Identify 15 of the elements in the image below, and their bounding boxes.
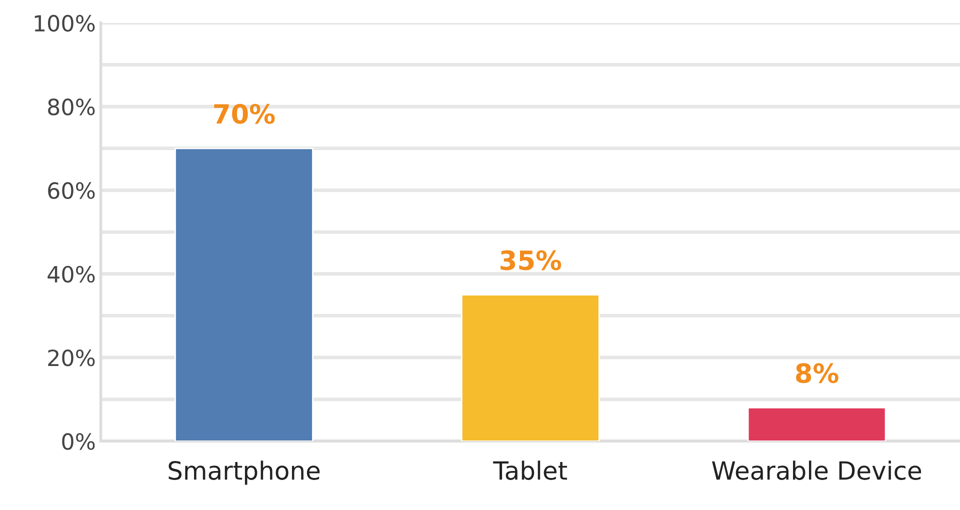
x-tick-label: Tablet — [493, 460, 568, 480]
data-label: 8% — [796, 363, 838, 384]
bar — [174, 148, 314, 442]
y-tick-label: 60% — [48, 182, 95, 199]
y-tick-label: 0% — [62, 433, 95, 450]
y-tick-label: 80% — [48, 98, 95, 116]
bar — [747, 407, 886, 442]
y-tick-label: 20% — [48, 349, 95, 366]
data-label: 70% — [214, 104, 275, 124]
data-label: 35% — [500, 250, 562, 270]
x-tick-label: Smartphone — [168, 460, 320, 485]
bar — [460, 294, 600, 442]
y-tick-label: 100% — [34, 14, 95, 32]
y-tick-label: 40% — [48, 266, 95, 283]
x-tick-label: Wearable Device — [712, 460, 922, 480]
